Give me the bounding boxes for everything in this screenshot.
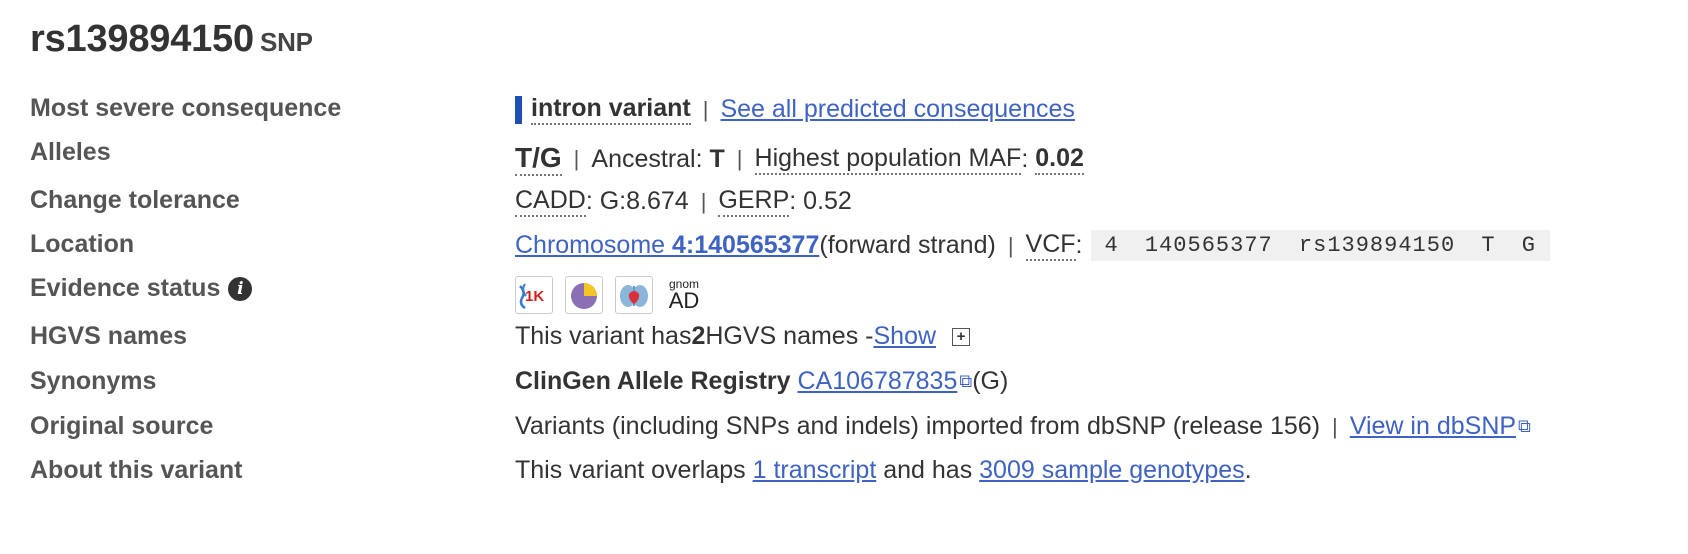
alleles-label: Alleles: [30, 138, 111, 166]
row-alleles: Alleles T/G | Ancestral: T | Highest pop…: [0, 134, 1688, 178]
gerp-value: : 0.52: [789, 187, 852, 215]
gnomad-top: gnom: [668, 277, 700, 291]
hgvs-show-link[interactable]: Show: [873, 322, 937, 350]
separator: |: [1007, 232, 1014, 258]
dbsnp-link[interactable]: View in dbSNP: [1349, 412, 1517, 440]
synonyms-value: ClinGen Allele Registry CA106787835 ⧉ (G…: [515, 367, 1008, 396]
tolerance-label: Change tolerance: [30, 186, 240, 214]
gnomad-icon[interactable]: gnom AD: [665, 276, 703, 314]
about-label: About this variant: [30, 456, 243, 484]
hgvs-label: HGVS names: [30, 322, 188, 350]
consequence-label: Most severe consequence: [30, 94, 342, 122]
row-synonyms: Synonyms ClinGen Allele Registry CA10678…: [0, 363, 1688, 407]
separator: |: [736, 146, 743, 171]
synonyms-label: Synonyms: [30, 367, 157, 395]
external-link-icon[interactable]: ⧉: [959, 371, 973, 391]
gnomad-bottom: AD: [668, 288, 700, 313]
evidence-label: Evidence status i: [30, 274, 253, 303]
chromosome-link[interactable]: Chromosome 4:140565377: [515, 231, 819, 260]
chromosome-link-prefix: Chromosome: [515, 231, 672, 259]
separator: |: [573, 146, 580, 171]
evidence-label-text: Evidence status: [30, 274, 221, 302]
genotypes-link[interactable]: 3009 sample genotypes: [979, 456, 1245, 484]
clingen-link[interactable]: CA106787835: [797, 367, 958, 395]
location-label: Location: [30, 230, 135, 258]
consequence-value: intron variant | See all predicted conse…: [515, 94, 1075, 125]
about-end: .: [1244, 456, 1252, 484]
cited-graphic: [620, 285, 648, 307]
chromosome-coordinate: 4:140565377: [672, 231, 820, 259]
source-label: Original source: [30, 412, 214, 440]
cadd-label[interactable]: CADD: [515, 186, 586, 217]
transcript-link[interactable]: 1 transcript: [752, 456, 877, 484]
synonym-allele: (G): [972, 367, 1009, 395]
hgvs-count: 2: [691, 322, 706, 350]
about-prefix: This variant overlaps: [515, 456, 746, 484]
separator: |: [702, 96, 709, 122]
maf-colon: :: [1021, 144, 1029, 173]
source-value: Variants (including SNPs and indels) imp…: [515, 412, 1531, 441]
variant-type: SNP: [259, 27, 313, 57]
about-middle: and has: [883, 456, 973, 484]
source-text: Variants (including SNPs and indels) imp…: [515, 412, 1321, 440]
maf-value[interactable]: 0.02: [1035, 144, 1084, 175]
frequency-pie-graphic: [571, 283, 597, 309]
alleles-value: T/G | Ancestral: T | Highest population …: [515, 142, 1084, 176]
row-hgvs: HGVS names This variant has 2 HGVS names…: [0, 318, 1688, 362]
see-all-consequences-link[interactable]: See all predicted consequences: [720, 95, 1075, 123]
consequence-term[interactable]: intron variant: [531, 94, 691, 125]
vcf-colon: :: [1075, 231, 1083, 259]
1000-genomes-graphic: 1K: [519, 283, 544, 310]
row-evidence: Evidence status i 1K: [0, 270, 1688, 324]
hgvs-suffix: HGVS names -: [705, 322, 874, 350]
hgvs-value: This variant has 2 HGVS names - Show +: [515, 322, 971, 351]
expand-icon[interactable]: +: [952, 327, 971, 346]
maf-label[interactable]: Highest population MAF: [754, 144, 1022, 175]
kg-text: 1K: [525, 288, 544, 305]
consequence-color-bar: [515, 95, 522, 124]
evidence-icons: 1K: [515, 276, 703, 314]
alleles-string[interactable]: T/G: [515, 142, 562, 176]
gerp-label[interactable]: GERP: [718, 186, 790, 217]
row-tolerance: Change tolerance CADD: G:8.674 | GERP: 0…: [0, 182, 1688, 226]
tolerance-value: CADD: G:8.674 | GERP: 0.52: [515, 186, 852, 217]
ancestral-value: T: [709, 144, 725, 173]
1000-genomes-icon[interactable]: 1K: [515, 276, 553, 314]
hgvs-prefix: This variant has: [515, 322, 692, 350]
vcf-string: 4 140565377 rs139894150 T G: [1090, 230, 1550, 261]
row-consequence: Most severe consequence intron variant |…: [0, 90, 1688, 134]
location-value: Chromosome 4:140565377 (forward strand) …: [515, 230, 1550, 261]
separator: |: [700, 188, 707, 214]
row-about: About this variant This variant overlaps…: [0, 452, 1688, 496]
external-link-icon[interactable]: ⧉: [1518, 416, 1531, 436]
cited-icon[interactable]: [615, 276, 653, 314]
row-source: Original source Variants (including SNPs…: [0, 408, 1688, 452]
variant-id: rs139894150: [30, 18, 254, 60]
about-value: This variant overlaps 1 transcript and h…: [515, 456, 1252, 485]
row-location: Location Chromosome 4:140565377 (forward…: [0, 226, 1688, 270]
page-title: rs139894150 SNP: [30, 18, 313, 61]
info-icon[interactable]: i: [228, 277, 253, 302]
ancestral-label: Ancestral:: [591, 144, 703, 173]
vcf-label[interactable]: VCF: [1025, 230, 1076, 261]
frequency-icon[interactable]: [565, 276, 603, 314]
separator: |: [1332, 413, 1338, 439]
synonym-source: ClinGen Allele Registry: [515, 367, 791, 395]
cadd-value: : G:8.674: [585, 187, 689, 215]
strand-text: (forward strand): [819, 231, 996, 259]
